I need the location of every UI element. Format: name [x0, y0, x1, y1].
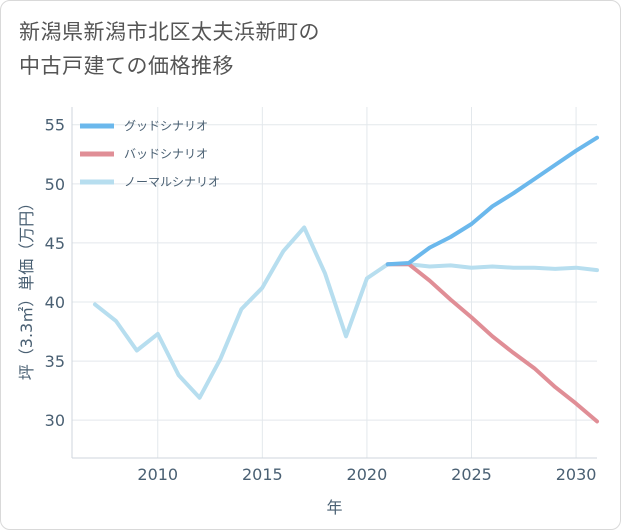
legend-label-0: グッドシナリオ	[124, 119, 208, 133]
x-axis-label: 年	[326, 498, 342, 517]
x-tick-label-2025: 2025	[451, 465, 492, 484]
y-tick-label-50: 50	[45, 175, 65, 194]
series-lines	[93, 135, 599, 424]
chart-title-line2: 中古戸建ての価格推移	[19, 54, 234, 78]
chart-title-line1: 新潟県新潟市北区太夫浜新町の	[19, 20, 320, 44]
tick-labels: 2010 2015 2020 2025 2030 30 35 40 45 50 55	[45, 116, 597, 484]
series-line-0	[385, 135, 599, 267]
chart-title: 新潟県新潟市北区太夫浜新町の 中古戸建ての価格推移	[19, 15, 579, 83]
legend-label-1: バッドシナリオ	[124, 147, 208, 161]
x-tick-label-2015: 2015	[242, 465, 283, 484]
x-tick-label-2010: 2010	[137, 465, 178, 484]
series-line-1	[385, 262, 599, 424]
y-tick-label-55: 55	[45, 116, 65, 135]
y-tick-label-35: 35	[45, 352, 65, 371]
x-tick-label-2030: 2030	[556, 465, 597, 484]
x-tick-label-2020: 2020	[347, 465, 388, 484]
legend-label-2: ノーマルシナリオ	[124, 175, 220, 189]
y-tick-label-45: 45	[45, 234, 65, 253]
series-line-2	[93, 225, 599, 400]
y-tick-label-40: 40	[45, 293, 65, 312]
y-axis-label: 坪（3.3㎡）単価（万円）	[17, 195, 36, 380]
axes	[71, 107, 597, 459]
y-tick-label-30: 30	[45, 411, 65, 430]
